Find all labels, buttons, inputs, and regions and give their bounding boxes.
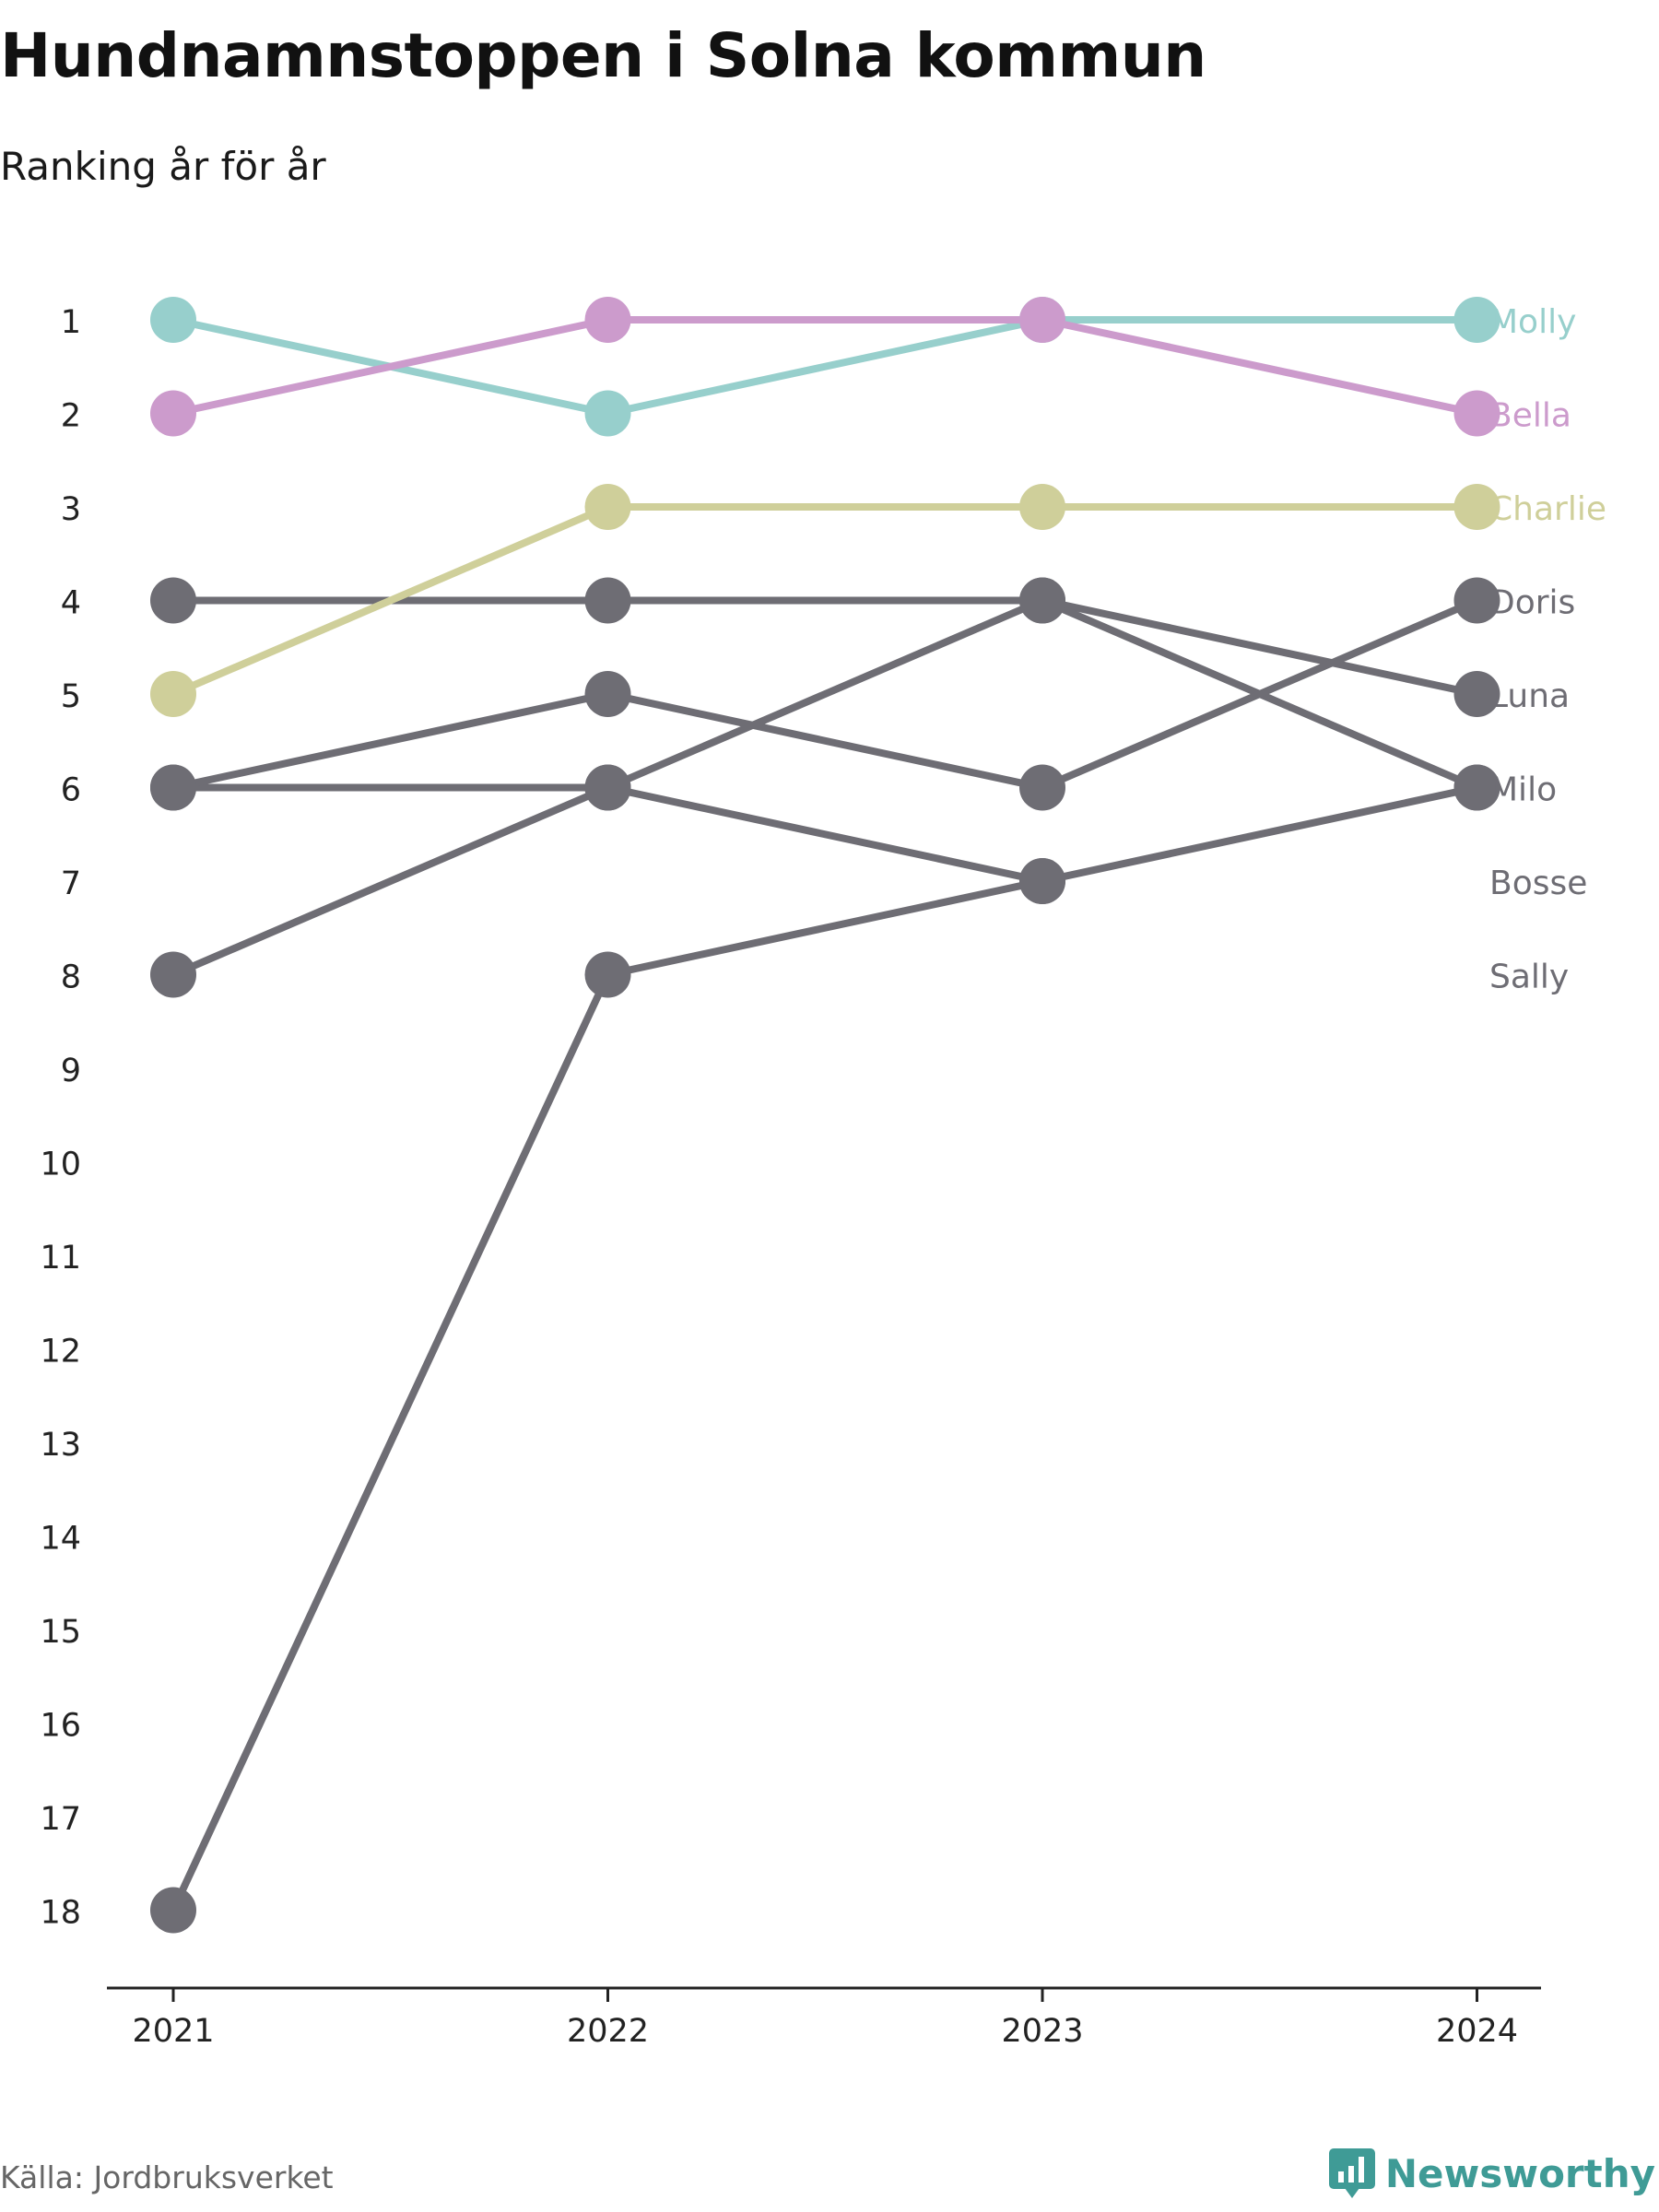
data-point-sally[interactable] [150,764,196,811]
y-tick-label: 17 [40,1801,81,1838]
series-points [150,297,1500,1934]
data-point-molly[interactable] [150,297,196,343]
chart-title: Hundnamnstoppen i Solna kommun [0,20,1206,91]
chart-subtitle: Ranking år för år [0,144,326,189]
data-point-doris[interactable] [584,951,631,998]
series-label-doris: Doris [1489,584,1575,622]
series-line-charlie [170,503,1481,698]
data-point-molly[interactable] [584,390,631,437]
data-point-sally[interactable] [1019,764,1065,811]
series-label-luna: Luna [1489,677,1570,715]
brand-name: Newsworthy [1384,2150,1655,2196]
data-point-milo[interactable] [1019,577,1065,624]
data-point-charlie[interactable] [584,484,631,530]
data-point-bella[interactable] [1453,390,1500,437]
y-tick-label: 15 [40,1614,81,1651]
series-label-sally: Sally [1489,959,1569,996]
series-line-doris [170,783,1481,1914]
data-point-bosse[interactable] [584,764,631,811]
series-label-charlie: Charlie [1489,490,1606,528]
series-line-sally [170,596,1481,792]
y-tick-label: 3 [61,491,81,528]
data-point-luna[interactable] [150,577,196,624]
data-point-bella[interactable] [1019,297,1065,343]
y-tick-label: 4 [61,585,81,622]
data-point-luna[interactable] [584,577,631,624]
y-tick-label: 6 [61,772,81,809]
data-point-bosse[interactable] [1019,858,1065,904]
series-line-molly [170,316,1481,418]
x-tick-label: 2021 [132,2013,214,2050]
brand-logo[interactable]: Newsworthy [1328,2147,1655,2199]
source-note: Källa: Jordbruksverket [0,2159,334,2195]
y-tick-label: 14 [40,1521,81,1558]
data-point-sally[interactable] [584,671,631,717]
data-point-milo[interactable] [150,951,196,998]
data-point-molly[interactable] [1453,297,1500,343]
series-lines [170,316,1481,1914]
y-tick-label: 9 [61,1053,81,1089]
y-tick-label: 10 [40,1147,81,1183]
y-tick-label: 8 [61,959,81,996]
series-line-bella [170,316,1481,418]
series-label-bella: Bella [1489,397,1571,435]
y-tick-label: 7 [61,865,81,902]
x-axis-ticks: 2021 2022 2023 2024 [132,1988,1518,2050]
series-label-milo: Milo [1489,771,1557,809]
y-tick-label: 1 [61,304,81,341]
y-tick-label: 16 [40,1708,81,1745]
y-tick-label: 5 [61,678,81,715]
data-point-bella[interactable] [584,297,631,343]
x-tick-label: 2023 [1001,2013,1083,2050]
data-point-charlie[interactable] [150,671,196,717]
x-tick-label: 2022 [567,2013,649,2050]
series-line-luna [170,596,1481,698]
series-label-bosse: Bosse [1489,865,1587,902]
data-point-luna[interactable] [1453,671,1500,717]
data-point-bella[interactable] [150,390,196,437]
series-labels: Molly Bella Charlie Doris Luna Milo Bosse Sally [1489,303,1606,996]
y-tick-label: 2 [61,398,81,435]
series-label-molly: Molly [1489,303,1576,341]
y-tick-label: 12 [40,1334,81,1371]
newsworthy-logo-icon [1328,2148,1375,2198]
data-point-charlie[interactable] [1453,484,1500,530]
data-point-sally[interactable] [1453,577,1500,624]
y-tick-label: 11 [40,1240,81,1277]
data-point-milo[interactable] [1453,764,1500,811]
data-point-charlie[interactable] [1019,484,1065,530]
data-point-doris[interactable] [150,1887,196,1934]
y-tick-label: 18 [40,1895,81,1932]
x-tick-label: 2024 [1436,2013,1518,2050]
y-tick-label: 13 [40,1427,81,1464]
